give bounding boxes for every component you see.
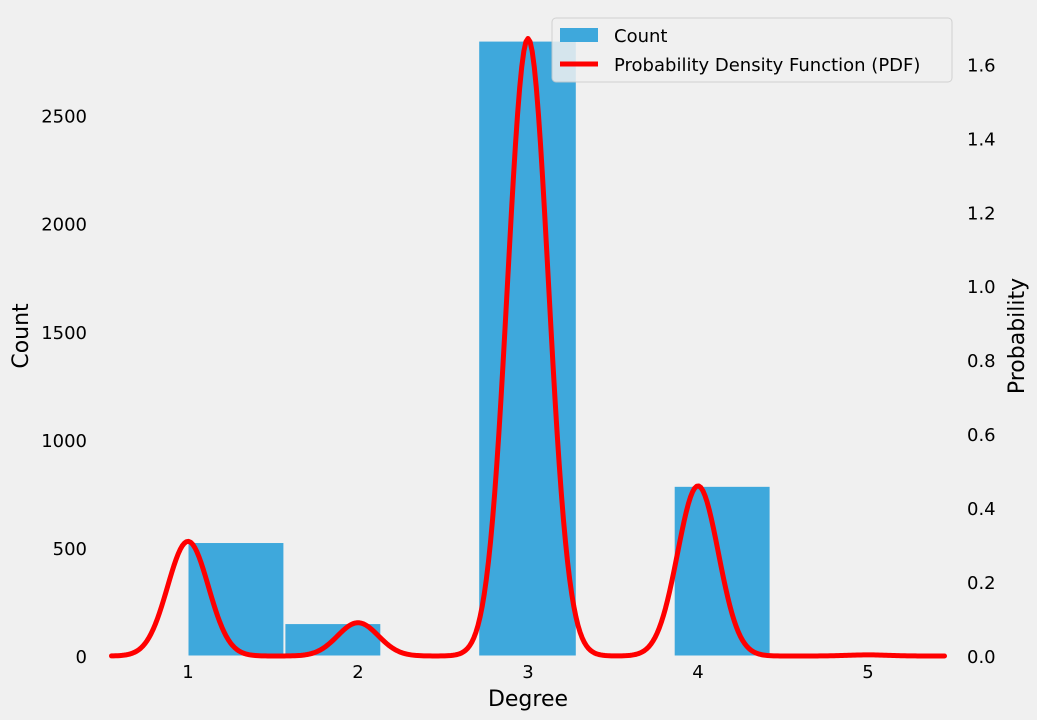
y2-tick-label: 0.0 bbox=[967, 647, 996, 668]
bar-1 bbox=[187, 542, 285, 657]
x-tick-label: 1 bbox=[182, 662, 193, 683]
y-axis-label: Count bbox=[9, 303, 34, 369]
legend-label-count: Count bbox=[614, 26, 667, 47]
pdf-line bbox=[109, 35, 947, 659]
y2-tick-label: 0.4 bbox=[967, 499, 996, 520]
y2-axis-label: Probability bbox=[1005, 278, 1030, 394]
x-tick-label: 4 bbox=[692, 662, 703, 683]
y2-tick-label: 1.2 bbox=[967, 203, 996, 224]
x-axis-label: Degree bbox=[488, 687, 568, 712]
y2-tick-label: 1.6 bbox=[967, 55, 996, 76]
y-tick-label: 1000 bbox=[41, 431, 87, 452]
legend-label-pdf: Probability Density Function (PDF) bbox=[614, 55, 920, 76]
y2-tick-label: 1.0 bbox=[967, 277, 996, 298]
y-tick-label: 0 bbox=[76, 647, 87, 668]
bar-3 bbox=[478, 40, 577, 657]
bars-group bbox=[187, 40, 771, 657]
y2-tick-label: 0.8 bbox=[967, 351, 996, 372]
legend: Count Probability Density Function (PDF) bbox=[551, 17, 953, 83]
pdf-group bbox=[109, 35, 947, 659]
y-tick-label: 2000 bbox=[41, 215, 87, 236]
y2-tick-label: 0.2 bbox=[967, 573, 996, 594]
y-ticks: 0 500 1000 1500 2000 2500 bbox=[41, 107, 87, 668]
y2-tick-label: 0.6 bbox=[967, 425, 996, 446]
x-ticks: 1 2 3 4 5 bbox=[182, 662, 873, 683]
y-tick-label: 2500 bbox=[41, 107, 87, 128]
x-tick-label: 2 bbox=[352, 662, 363, 683]
y2-tick-label: 1.4 bbox=[967, 129, 996, 150]
y-tick-label: 500 bbox=[53, 539, 87, 560]
legend-box bbox=[551, 17, 953, 83]
x-tick-label: 3 bbox=[522, 662, 533, 683]
x-tick-label: 5 bbox=[862, 662, 873, 683]
y2-ticks: 0.0 0.2 0.4 0.6 0.8 1.0 1.2 1.4 1.6 bbox=[967, 55, 996, 668]
legend-swatch-count bbox=[560, 28, 598, 42]
y-tick-label: 1500 bbox=[41, 323, 87, 344]
